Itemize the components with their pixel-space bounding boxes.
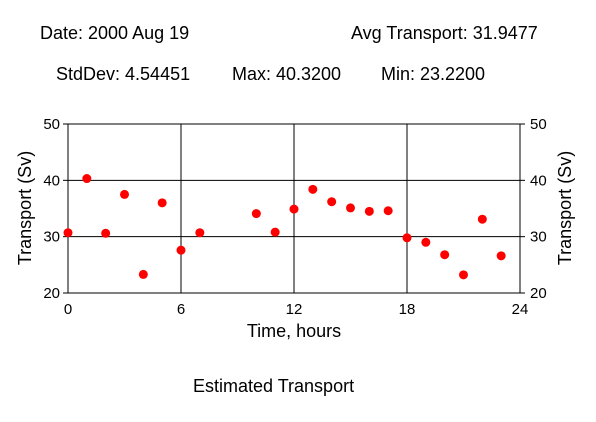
data-point: [82, 174, 92, 184]
avg-transport-label: Avg Transport: 31.9477: [351, 23, 538, 43]
data-point: [364, 206, 374, 216]
x-axis-title: Time, hours: [247, 321, 341, 341]
x-tick-label: 24: [512, 301, 529, 318]
y-tick-label-right: 40: [530, 172, 547, 189]
y-tick-label-right: 30: [530, 229, 547, 246]
chart-caption: Estimated Transport: [193, 376, 355, 396]
y-tick-label-right: 20: [530, 285, 547, 302]
y-tick-label-left: 20: [43, 285, 60, 302]
data-point: [496, 251, 506, 261]
x-tick-label: 6: [177, 301, 185, 318]
data-point: [63, 228, 73, 238]
data-point: [176, 245, 186, 255]
data-point: [346, 203, 355, 213]
data-point: [308, 184, 318, 194]
data-point: [289, 204, 299, 214]
y-axis-title-left: Transport (Sv): [15, 151, 35, 265]
data-point: [101, 228, 111, 238]
data-point: [327, 197, 337, 207]
min-label: Min: 23.2200: [381, 64, 486, 84]
y-axis-title-right: Transport (Sv): [555, 151, 575, 265]
data-point: [138, 269, 148, 279]
max-label: Max: 40.3200: [232, 64, 342, 84]
y-tick-label-left: 40: [43, 172, 60, 189]
data-point: [402, 233, 412, 243]
data-point: [120, 189, 129, 199]
data-point: [195, 228, 205, 238]
data-point: [251, 209, 261, 219]
y-tick-label-left: 50: [43, 116, 60, 133]
data-point: [421, 237, 431, 247]
data-points: [63, 174, 506, 280]
x-tick-label: 18: [399, 301, 416, 318]
y-tick-label-left: 30: [43, 229, 60, 246]
date-label: Date: 2000 Aug 19: [40, 23, 190, 43]
data-point: [383, 206, 393, 216]
data-point: [440, 250, 450, 260]
x-tick-label: 0: [64, 301, 72, 318]
data-point: [157, 198, 167, 208]
data-point: [477, 214, 487, 224]
stddev-label: StdDev: 4.54451: [56, 64, 191, 84]
y-tick-label-right: 50: [530, 116, 547, 133]
data-point: [459, 270, 468, 280]
x-tick-label: 12: [286, 301, 303, 318]
data-point: [270, 227, 280, 237]
